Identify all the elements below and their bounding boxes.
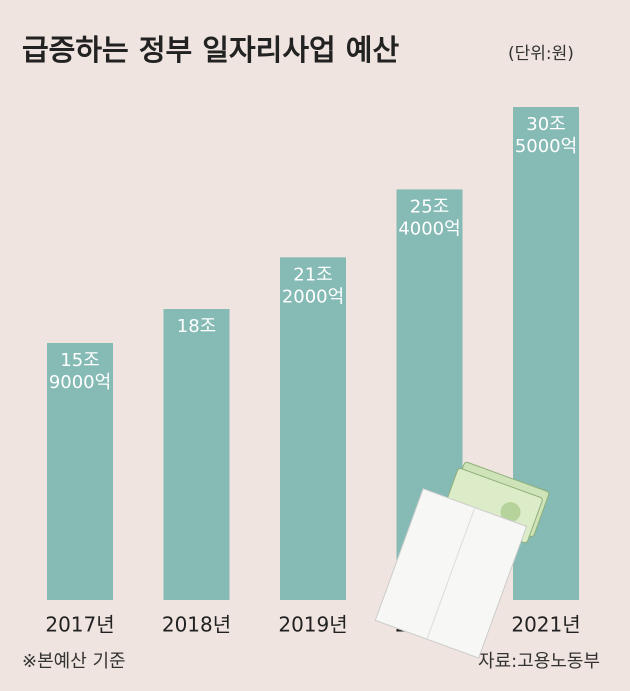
value-label: 9000억 xyxy=(49,372,111,393)
unit-note: (단위:원) xyxy=(508,44,574,64)
bar xyxy=(163,309,230,600)
value-label: 4000억 xyxy=(398,218,460,239)
envelope-fold xyxy=(426,507,476,640)
banknote-seal xyxy=(500,502,521,523)
value-label: 21조 xyxy=(293,264,332,285)
value-label: 18조 xyxy=(177,316,216,337)
source: 자료:고용노동부 xyxy=(478,651,600,672)
money-illustration xyxy=(374,461,550,659)
x-tick-label: 2021년 xyxy=(511,613,580,637)
value-label: 25조 xyxy=(410,196,449,217)
bar xyxy=(47,342,113,600)
value-label: 2000억 xyxy=(282,286,344,307)
x-tick-label: 2017년 xyxy=(45,613,114,637)
value-label: 30조 xyxy=(526,114,565,135)
bar xyxy=(280,257,346,600)
value-label: 5000억 xyxy=(515,136,577,157)
x-tick-label: 2018년 xyxy=(162,613,231,637)
x-tick-label: 2019년 xyxy=(278,613,347,637)
chart-title: 급증하는 정부 일자리사업 예산 xyxy=(22,33,399,67)
value-label: 15조 xyxy=(60,350,99,371)
plot: 2017년15조9000억2018년18조2019년21조2000억2020년2… xyxy=(45,107,581,637)
footnote: ※본예산 기준 xyxy=(22,651,126,672)
